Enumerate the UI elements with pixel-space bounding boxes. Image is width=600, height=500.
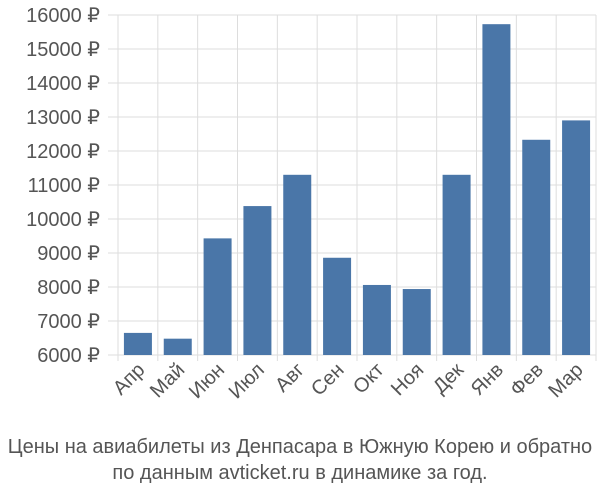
caption-line-1: Цены на авиабилеты из Денпасара в Южную …: [7, 436, 593, 458]
y-tick-label: 10000 ₽: [26, 209, 100, 231]
bar-Дек: [442, 174, 471, 355]
x-tick-label: Фев: [506, 359, 548, 401]
bar-Ноя: [402, 289, 431, 355]
x-tick-label: Авг: [271, 359, 309, 397]
bar-Июн: [203, 238, 232, 355]
x-tick-label: Май: [146, 359, 189, 402]
y-axis-tick-labels: 6000 ₽ 7000 ₽ 8000 ₽ 9000 ₽ 10000 ₽ 11000 ₽ 12…: [26, 5, 100, 367]
y-tick-label: 8000 ₽: [37, 277, 100, 299]
x-tick-label: Дек: [429, 359, 468, 398]
y-tick-label: 6000 ₽: [37, 345, 100, 367]
bar-Сен: [323, 257, 352, 355]
y-tick-label: 16000 ₽: [26, 5, 100, 27]
y-tick-label: 7000 ₽: [37, 311, 100, 333]
bar-Апр: [123, 332, 152, 355]
caption-line-2: по данным avticket.ru в динамике за год.: [112, 462, 488, 484]
bar-Фев: [522, 139, 551, 355]
y-tick-label: 15000 ₽: [26, 39, 100, 61]
x-tick-label: Сен: [307, 359, 348, 400]
y-tick-label: 12000 ₽: [26, 141, 100, 163]
bar-Янв: [482, 24, 511, 356]
bar-chart: 6000 ₽ 7000 ₽ 8000 ₽ 9000 ₽ 10000 ₽ 11000 ₽ 12…: [26, 5, 597, 403]
bar-Авг: [283, 174, 312, 355]
bar-Мар: [562, 120, 591, 356]
gridlines: [108, 14, 597, 361]
y-tick-label: 11000 ₽: [28, 175, 101, 197]
bar-Май: [163, 338, 192, 355]
x-tick-label: Янв: [467, 359, 508, 400]
x-tick-label: Июл: [225, 359, 269, 403]
y-tick-label: 13000 ₽: [26, 107, 100, 129]
x-tick-label: Апр: [109, 359, 150, 400]
y-tick-label: 9000 ₽: [37, 243, 100, 265]
bar-Июл: [243, 206, 272, 355]
bar-Окт: [362, 284, 391, 355]
x-tick-label: Ноя: [387, 359, 428, 400]
x-tick-label: Окт: [349, 359, 388, 398]
y-tick-label: 14000 ₽: [26, 73, 100, 95]
x-tick-label: Июн: [185, 359, 229, 403]
bars: [123, 24, 591, 356]
x-tick-label: Мар: [544, 359, 587, 402]
